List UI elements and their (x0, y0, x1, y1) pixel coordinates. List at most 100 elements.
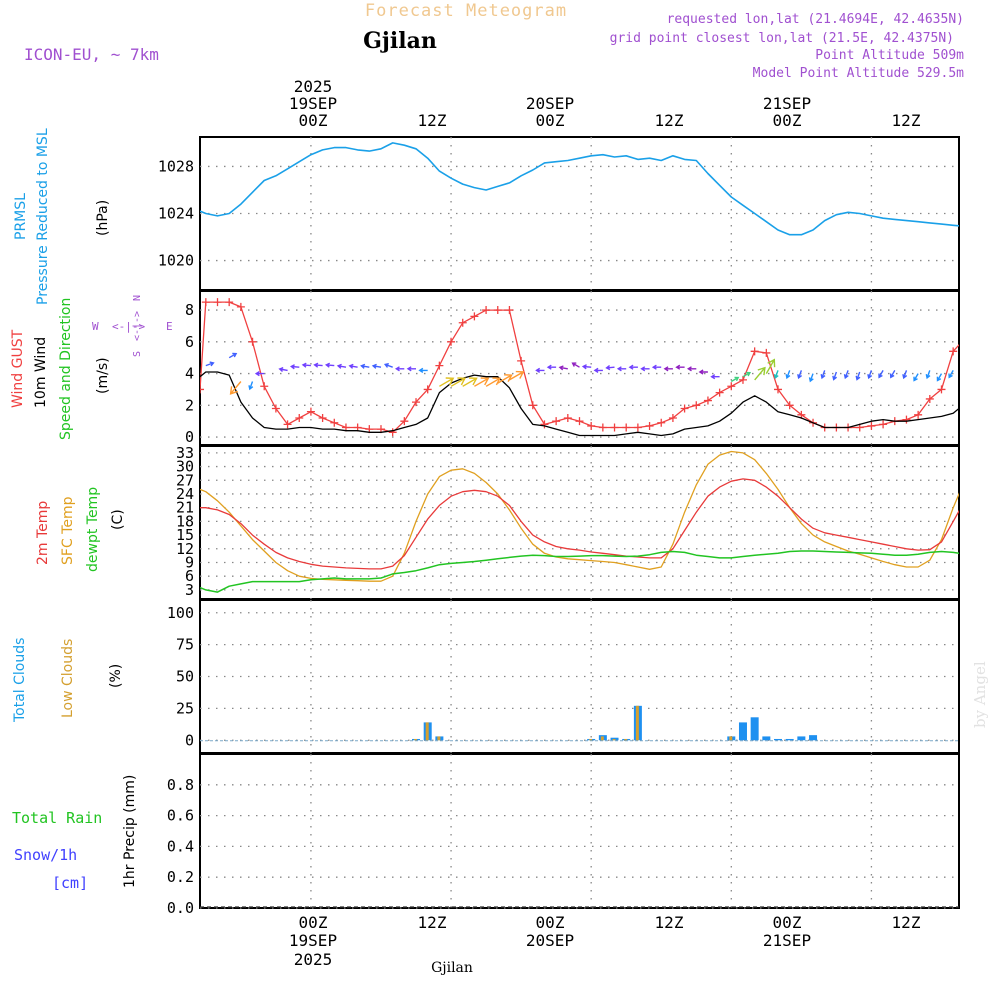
header-title: Forecast Meteogram (365, 1, 567, 21)
bottom-year-label: 2025 (294, 950, 333, 969)
pressure-side-labels: PRMSL Pressure Reduced to MSL (hPa) (13, 128, 111, 305)
precip-side-labels: Total Rain Snow/1h [cm] 1hr Precip (mm) (12, 775, 138, 892)
low-cloud-bar (589, 738, 593, 741)
temp-side-labels: 2m Temp SFC Temp dewpt Temp (C) (35, 487, 126, 572)
wind-arrow (889, 370, 896, 379)
precip-ytick-label: 0.2 (167, 868, 194, 886)
gust-marker (727, 382, 736, 391)
wind-arrow (336, 363, 347, 369)
wind-arrow (785, 370, 791, 380)
low-cloud-bar (437, 736, 441, 741)
top-tick-12z-3: 12Z (892, 111, 921, 130)
bottom-tick-00z-2: 00Z (536, 913, 565, 932)
gust-marker (423, 385, 432, 394)
gust-marker (645, 421, 654, 430)
gust-marker (236, 302, 245, 311)
gust-marker (400, 417, 409, 426)
gust-marker (587, 421, 596, 430)
temp-ytick-label: 24 (176, 485, 194, 503)
top-tick-00z-2: 00Z (536, 111, 565, 130)
bottom-tick-12z-1: 12Z (418, 913, 447, 932)
gust-marker (482, 306, 491, 315)
clouds-ytick-label: 0 (185, 731, 194, 749)
precip-unit: 1hr Precip (mm) (122, 775, 138, 888)
compass-w: W (92, 320, 99, 333)
gust-marker (984, 333, 992, 341)
gust-marker (762, 348, 771, 357)
low-cloud-bar (729, 736, 733, 741)
wind-arrow (686, 366, 697, 372)
wind-arrow (248, 381, 254, 391)
wind-arrow (628, 364, 638, 370)
requested-coords: requested lon,lat (21.4694E, 42.4635N) (667, 12, 964, 27)
temp-ytick-label: 27 (176, 471, 194, 489)
temp-ytick-label: 18 (176, 512, 194, 530)
wind-arrow (855, 371, 861, 381)
wind-arrow (418, 367, 428, 373)
gust-marker (435, 361, 444, 370)
total-cloud-bar (750, 717, 759, 741)
plot-area: 1020102410280246836912151821242730330255… (158, 136, 1000, 917)
total-cloud-bar (774, 738, 783, 741)
wind-arrow (742, 371, 752, 378)
compass-n: N (132, 295, 143, 301)
wind-arrow (324, 362, 335, 368)
gust-marker (879, 420, 888, 429)
gust-marker (318, 414, 327, 423)
precip-ytick-label: 0.4 (167, 837, 194, 855)
wind-arrow (843, 370, 849, 380)
clouds-label-total: Total Clouds (12, 638, 28, 723)
gust-marker (610, 423, 619, 432)
wind-arrow (936, 373, 943, 382)
gust-marker (505, 306, 514, 315)
wind-arrow (797, 370, 803, 380)
precip-label-rain: Total Rain (12, 809, 102, 827)
gust-marker (902, 415, 911, 424)
wind-arrow (710, 374, 720, 380)
wind-arrow (581, 364, 592, 370)
model-point-altitude: Model Point Altitude 529.5m (753, 66, 964, 81)
gust-marker (633, 423, 642, 432)
top-tick-12z-2: 12Z (655, 111, 684, 130)
temp-ytick-label: 21 (176, 499, 194, 517)
clouds-ytick-label: 25 (176, 699, 194, 717)
wind-arrow (289, 364, 300, 370)
clouds-ytick-label: 100 (167, 604, 194, 622)
wind-arrow (977, 358, 991, 366)
gust-markers (200, 298, 992, 437)
compass-s: S (132, 351, 143, 357)
temp-ytick-label: 9 (185, 553, 194, 571)
gust-marker (680, 404, 689, 413)
top-time-axis: 2025 19SEP 20SEP 21SEP 00Z 12Z 00Z 12Z 0… (289, 77, 921, 130)
location-title: Gjilan (363, 28, 437, 54)
gust-marker (961, 335, 969, 343)
top-date-label-2: 20SEP (526, 94, 574, 113)
wind-arrow (988, 358, 1000, 366)
low-cloud-bar (600, 736, 604, 741)
low-cloud-bar (425, 722, 429, 741)
temp-frame (199, 445, 960, 600)
precip-ytick-label: 0.8 (167, 776, 194, 794)
wind-label-10m: 10m Wind (33, 337, 49, 408)
gust-marker (949, 347, 958, 356)
wind-speed-line (200, 371, 959, 437)
wind-arrow (902, 370, 908, 380)
gust-marker (668, 414, 677, 423)
watermark: by Angel (971, 661, 989, 728)
top-date-label-1: 19SEP (289, 94, 337, 113)
wind-arrow (301, 362, 311, 368)
gust-marker (715, 388, 724, 397)
wind-arrow (360, 363, 370, 369)
grid-point-coords: grid point closest lon,lat (21.5E, 42.43… (610, 31, 954, 46)
gust-marker (306, 407, 315, 416)
clouds-side-labels: Total Clouds Low Clouds (%) (12, 638, 124, 723)
wind-arrow (820, 370, 826, 380)
gust-marker (703, 396, 712, 405)
temp-label-sfc: SFC Temp (60, 496, 76, 565)
gust-marker (493, 306, 502, 315)
gust-marker (575, 417, 584, 426)
precip-label-snow: Snow/1h (14, 846, 77, 864)
wind-arrow (254, 371, 265, 377)
temp-label-dewpt: dewpt Temp (85, 487, 101, 572)
